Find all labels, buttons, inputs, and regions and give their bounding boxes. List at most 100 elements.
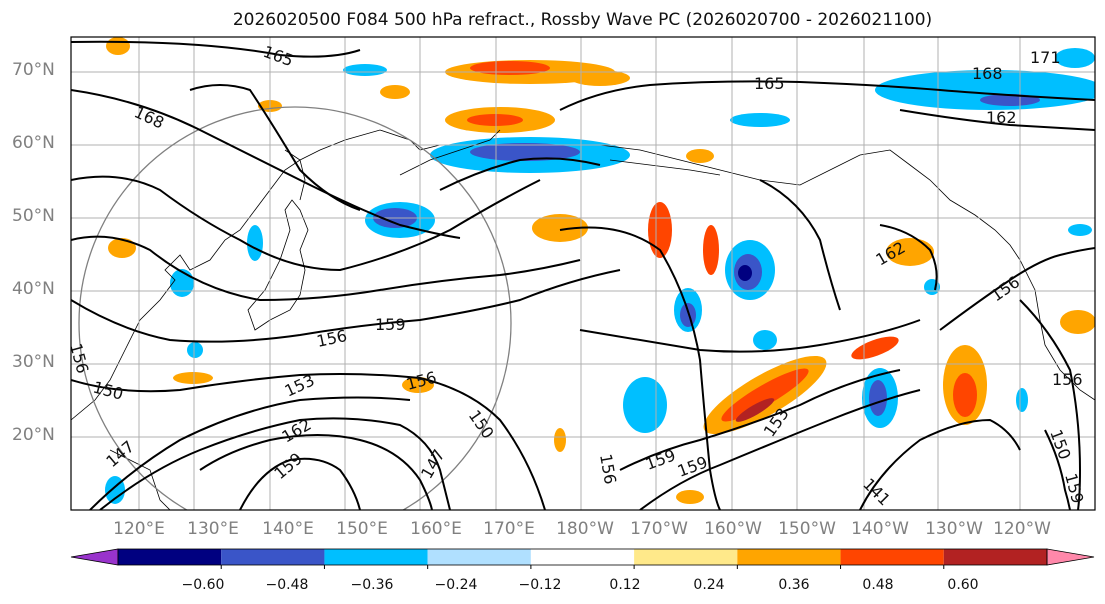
colorbar-segment	[737, 549, 841, 565]
negative-anomaly	[247, 225, 263, 261]
negative-anomaly	[623, 377, 667, 433]
contour-line	[239, 457, 361, 510]
great-circle	[78, 106, 512, 510]
colorbar-extension-low	[70, 548, 119, 566]
contour-label: 159	[375, 315, 406, 334]
latitude-label: 70°N	[12, 60, 55, 80]
colorbar-tick-label: 0.60	[947, 577, 979, 593]
colorbar-tick-label: 0.24	[693, 577, 725, 593]
positive-anomaly-core	[953, 373, 977, 417]
positive-anomaly-core	[721, 368, 809, 422]
contour-line	[71, 235, 581, 302]
positive-anomaly-core	[470, 61, 550, 75]
positive-anomaly	[851, 336, 899, 360]
colorbar-tick-label: −0.60	[181, 577, 225, 593]
colorbar-tick-label: −0.48	[265, 577, 309, 593]
longitude-label: 170°W	[630, 519, 688, 539]
contour-line	[559, 80, 1095, 111]
colorbar-tick-label: −0.24	[434, 577, 478, 593]
longitude-label: 120°E	[113, 519, 165, 539]
aleutian-islands	[609, 159, 721, 176]
negative-anomaly-core	[470, 143, 580, 161]
contour-line	[71, 40, 361, 58]
positive-anomaly	[106, 37, 130, 55]
contour-line	[89, 396, 411, 510]
sakhalin-coastline	[284, 149, 306, 201]
negative-anomaly	[875, 70, 1095, 110]
colorbar-frame	[117, 548, 1048, 566]
contour-line	[71, 269, 621, 343]
map-area: 165 168 165 168 162 171 159 156 156 150 …	[66, 37, 1095, 510]
negative-anomaly-core	[869, 380, 887, 416]
contour-label: 156	[66, 341, 92, 375]
map-background	[71, 37, 1095, 510]
colorbar-tick-label: 0.36	[778, 577, 810, 593]
contour-label: 162	[986, 108, 1017, 127]
contour-label: 171	[1030, 48, 1061, 67]
map-frame	[70, 36, 1096, 511]
positive-anomaly	[532, 214, 588, 242]
contour-line	[71, 373, 546, 510]
contour-label: 165	[754, 74, 785, 93]
colorbar-segment	[943, 549, 1047, 565]
longitude-label: 160°W	[704, 519, 762, 539]
contour-line	[939, 247, 1095, 331]
contour-line	[759, 179, 841, 311]
colorbar-segment	[324, 549, 428, 565]
contour-line	[71, 175, 541, 272]
positive-anomaly-peak	[735, 398, 775, 422]
contour-line	[619, 369, 901, 471]
north-america-coastline	[599, 144, 1095, 401]
positive-anomaly	[686, 149, 714, 163]
colorbar-segment	[530, 549, 635, 565]
contour-line	[579, 319, 921, 353]
philippines-coastline	[109, 449, 171, 510]
colorbar-segment	[634, 549, 738, 565]
colorbar-tick-label: 0.48	[862, 577, 894, 593]
negative-anomaly	[1068, 224, 1092, 236]
contour-labels: 165 168 165 168 162 171 159 156 156 150 …	[66, 42, 1087, 510]
positive-anomaly	[676, 490, 704, 504]
contour-line	[99, 417, 451, 510]
latitude-label: 60°N	[12, 133, 55, 153]
contour-line	[439, 157, 601, 191]
latitude-label: 50°N	[12, 206, 55, 226]
contour-line	[899, 109, 1095, 131]
contour-line	[1019, 299, 1082, 510]
colorbar-tick-label: 0.12	[609, 577, 641, 593]
positive-anomaly	[173, 372, 213, 384]
negative-anomaly	[187, 342, 203, 358]
positive-anomaly	[570, 70, 630, 86]
positive-anomaly	[648, 202, 672, 258]
colorbar	[70, 548, 1095, 569]
coastlines	[71, 129, 1095, 510]
longitude-label: 130°E	[187, 519, 239, 539]
colorbar-extension-high	[1046, 548, 1095, 566]
positive-anomaly	[554, 428, 566, 452]
longitude-label: 150°W	[778, 519, 836, 539]
longitude-label: 140°E	[262, 519, 314, 539]
latitude-label: 40°N	[12, 279, 55, 299]
colorbar-tick-label: −0.36	[350, 577, 394, 593]
negative-anomaly	[343, 64, 387, 76]
contour-line	[71, 89, 461, 239]
positive-anomaly	[1060, 310, 1095, 334]
longitude-label: 170°E	[483, 519, 535, 539]
colorbar-segment	[118, 549, 222, 565]
negative-anomaly	[1016, 388, 1028, 412]
positive-anomaly	[703, 225, 719, 275]
longitude-label: 150°E	[336, 519, 388, 539]
positive-anomaly	[402, 377, 434, 393]
refraction-contours	[71, 40, 1095, 510]
negative-anomaly	[170, 269, 194, 297]
positive-anomaly	[886, 238, 934, 266]
negative-anomaly	[1055, 48, 1095, 68]
latitude-label: 30°N	[12, 352, 55, 372]
contour-line	[189, 84, 361, 211]
contour-line	[859, 418, 1021, 510]
contour-line	[1044, 429, 1071, 510]
longitude-label: 160°E	[410, 519, 462, 539]
contour-line	[559, 226, 721, 510]
contour-label: 168	[972, 64, 1003, 83]
